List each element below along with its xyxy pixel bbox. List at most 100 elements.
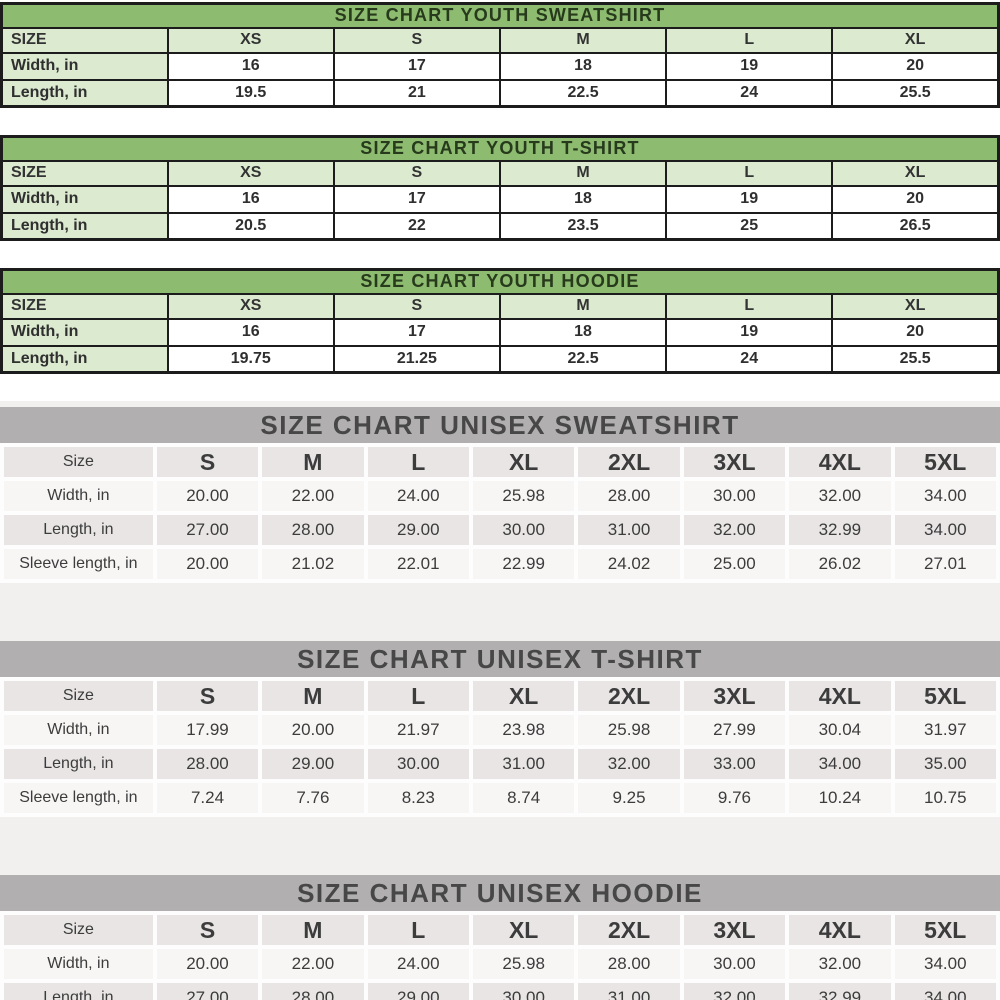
- size-column-label: SIZE: [0, 26, 169, 54]
- row-label: Length, in: [0, 344, 169, 374]
- table-title: SIZE CHART UNISEX HOODIE: [0, 875, 1000, 911]
- value-cell: 7.76: [262, 783, 364, 813]
- value-cell: 32.99: [789, 515, 891, 545]
- value-cell: 25.98: [578, 715, 680, 745]
- value-cell: 30.00: [472, 515, 575, 545]
- size-header: XL: [831, 26, 1000, 54]
- size-header: S: [156, 915, 259, 945]
- row-label: Width, in: [4, 949, 153, 979]
- value-cell: 21.02: [262, 549, 364, 579]
- size-header: XL: [831, 292, 1000, 320]
- value-cell: 28.00: [262, 983, 364, 1000]
- value-cell: 21.97: [367, 715, 469, 745]
- value-cell: 34.00: [789, 749, 891, 779]
- size-header: M: [498, 159, 668, 187]
- value-cell: 25.98: [472, 949, 575, 979]
- value-cell: 10.24: [789, 783, 891, 813]
- measurement-row: Length, in 19.75 21.25 22.5 24 25.5: [0, 344, 1000, 374]
- value-cell: 16: [166, 184, 335, 214]
- value-cell: 27.01: [894, 549, 996, 579]
- value-cell: 24: [665, 78, 834, 108]
- value-cell: 8.23: [367, 783, 469, 813]
- value-cell: 27.00: [156, 515, 259, 545]
- value-cell: 20: [831, 317, 1000, 347]
- size-header: L: [665, 159, 834, 187]
- value-cell: 25.5: [831, 344, 1000, 374]
- size-header: L: [367, 681, 469, 711]
- size-header: XS: [166, 26, 335, 54]
- size-header: 3XL: [683, 681, 786, 711]
- size-header: 5XL: [894, 915, 996, 945]
- value-cell: 34.00: [894, 949, 996, 979]
- value-cell: 24.02: [578, 549, 680, 579]
- row-label: Length, in: [0, 211, 169, 241]
- row-label: Sleeve length, in: [4, 783, 153, 813]
- value-cell: 29.00: [262, 749, 364, 779]
- youth-sweatshirt-table: SIZE CHART YOUTH SWEATSHIRT SIZE XS S M L XL Wi…: [0, 2, 1000, 108]
- value-cell: 32.00: [683, 515, 786, 545]
- youth-size-charts-section: SIZE CHART YOUTH SWEATSHIRT SIZE XS S M L XL Wi…: [0, 0, 1000, 374]
- value-cell: 22.01: [367, 549, 469, 579]
- size-header: M: [498, 26, 668, 54]
- table-title: SIZE CHART UNISEX T-SHIRT: [0, 641, 1000, 677]
- row-label: Length, in: [4, 515, 153, 545]
- size-header: S: [156, 681, 259, 711]
- measurement-row: Width, in 20.00 22.00 24.00 25.98 28.00 30.00 3…: [4, 481, 996, 511]
- size-header: M: [262, 447, 364, 477]
- value-cell: 33.00: [683, 749, 786, 779]
- value-cell: 28.00: [262, 515, 364, 545]
- value-cell: 34.00: [894, 481, 996, 511]
- value-cell: 21.25: [332, 344, 501, 374]
- size-column-label: Size: [4, 915, 153, 945]
- value-cell: 24.00: [367, 949, 469, 979]
- size-column-label: SIZE: [0, 292, 169, 320]
- size-header: L: [367, 447, 469, 477]
- row-label: Length, in: [0, 78, 169, 108]
- value-cell: 17: [332, 317, 501, 347]
- value-cell: 30.04: [789, 715, 891, 745]
- value-cell: 8.74: [472, 783, 575, 813]
- value-cell: 30.00: [367, 749, 469, 779]
- measurement-row: Width, in 16 17 18 19 20: [0, 51, 1000, 81]
- size-header: XS: [166, 292, 335, 320]
- value-cell: 30.00: [472, 983, 575, 1000]
- unisex-t-shirt-table: Size S M L XL 2XL 3XL 4XL 5XL Width, in 17.99 20.00…: [0, 677, 1000, 817]
- value-cell: 9.25: [578, 783, 680, 813]
- youth-hoodie-table: SIZE CHART YOUTH HOODIE SIZE XS S M L XL Width,…: [0, 268, 1000, 374]
- row-label: Width, in: [0, 51, 169, 81]
- value-cell: 19.75: [166, 344, 335, 374]
- value-cell: 25.5: [831, 78, 1000, 108]
- table-title: SIZE CHART YOUTH SWEATSHIRT: [0, 2, 1000, 29]
- measurement-row: Length, in 27.00 28.00 29.00 30.00 31.00 32.00…: [4, 515, 996, 545]
- value-cell: 32.00: [683, 983, 786, 1000]
- size-header: 2XL: [578, 681, 680, 711]
- size-header: 3XL: [683, 447, 786, 477]
- value-cell: 35.00: [894, 749, 996, 779]
- value-cell: 30.00: [683, 949, 786, 979]
- table-title: SIZE CHART YOUTH HOODIE: [0, 268, 1000, 295]
- value-cell: 22.5: [498, 344, 668, 374]
- size-column-label: SIZE: [0, 159, 169, 187]
- value-cell: 20: [831, 51, 1000, 81]
- value-cell: 27.00: [156, 983, 259, 1000]
- measurement-row: Width, in 16 17 18 19 20: [0, 317, 1000, 347]
- size-column-label: Size: [4, 447, 153, 477]
- value-cell: 30.00: [683, 481, 786, 511]
- size-header: 4XL: [789, 447, 891, 477]
- row-label: Sleeve length, in: [4, 549, 153, 579]
- row-label: Width, in: [4, 481, 153, 511]
- value-cell: 20.00: [156, 949, 259, 979]
- unisex-sweatshirt-table: Size S M L XL 2XL 3XL 4XL 5XL Width, in 20.00 22.00…: [0, 443, 1000, 583]
- measurement-row: Width, in 17.99 20.00 21.97 23.98 25.98 27.99 3…: [4, 715, 996, 745]
- value-cell: 9.76: [683, 783, 786, 813]
- size-column-label: Size: [4, 681, 153, 711]
- value-cell: 20.00: [156, 549, 259, 579]
- row-label: Width, in: [0, 184, 169, 214]
- value-cell: 22: [332, 211, 501, 241]
- size-header: M: [262, 681, 364, 711]
- value-cell: 26.5: [831, 211, 1000, 241]
- size-header: XL: [472, 681, 575, 711]
- value-cell: 23.5: [498, 211, 668, 241]
- value-cell: 10.75: [894, 783, 996, 813]
- row-label: Width, in: [4, 715, 153, 745]
